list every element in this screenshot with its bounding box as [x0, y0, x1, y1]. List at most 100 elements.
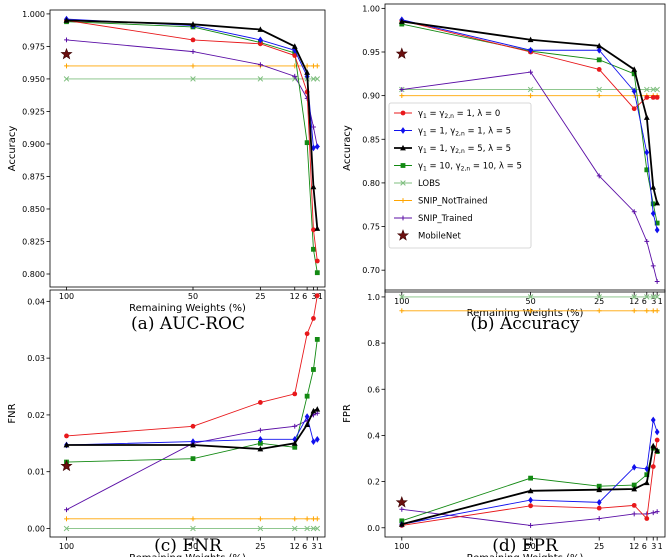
- series-snip_nt: [399, 308, 660, 314]
- data-point-g0: [304, 331, 310, 337]
- data-point-g1_5: [304, 413, 310, 420]
- series-g0: [64, 293, 320, 439]
- data-point-g1_5_5: [631, 66, 638, 72]
- data-point-g10: [650, 201, 656, 207]
- y-tick-label: 0.01: [27, 468, 45, 477]
- data-point-g0: [631, 106, 637, 112]
- y-tick-label: 0.75: [362, 223, 380, 232]
- data-point-lobs: [644, 294, 650, 300]
- data-point-snip_t: [654, 509, 660, 515]
- panel-caption: (c) FNR: [154, 536, 223, 556]
- data-point-snip_nt: [314, 516, 320, 522]
- x-tick-label: 1: [658, 542, 663, 551]
- data-point-g0: [314, 258, 320, 264]
- y-tick-label: 0.00: [27, 524, 45, 533]
- x-tick-label: 6: [302, 292, 307, 301]
- data-point-g1_5_5: [63, 441, 70, 448]
- data-point-g10: [292, 444, 298, 450]
- x-tick-label: 100: [59, 542, 74, 551]
- data-point-g1_5_5: [631, 485, 638, 492]
- series-g1_5_5: [398, 18, 661, 206]
- data-point-g1_5: [596, 46, 602, 54]
- series-line-g10: [401, 447, 658, 522]
- data-point-g1_5_5: [527, 487, 534, 494]
- data-point-g0: [528, 503, 533, 509]
- y-tick-label: 0.80: [362, 179, 380, 188]
- data-point-g1_5: [631, 463, 637, 471]
- x-tick-label: 6: [642, 542, 647, 551]
- x-tick-label: 12: [290, 292, 300, 301]
- legend-entry-g10: γ1 = 10, γ2,n = 10, λ = 5: [394, 162, 522, 173]
- panel-caption: (d) FPR: [492, 536, 559, 556]
- data-point-g10: [596, 57, 602, 63]
- data-point-snip_t: [650, 510, 656, 516]
- data-point-snip_t: [292, 73, 298, 79]
- data-point-g1_5: [528, 46, 533, 54]
- data-point-lobs: [596, 294, 602, 300]
- y-tick-label: 0.8: [367, 339, 380, 348]
- data-point-g0: [650, 464, 656, 469]
- data-point-g1_5_5: [398, 521, 405, 527]
- chart-panel-3: 0.000.010.020.030.04100502512631Remainin…: [7, 289, 326, 557]
- data-point-lobs: [314, 525, 321, 532]
- series-lobs: [63, 76, 321, 82]
- y-tick-label: 0.03: [27, 354, 45, 363]
- data-point-lobs: [291, 76, 298, 82]
- legend-marker: [400, 144, 406, 151]
- data-point-g1_5_5: [643, 114, 650, 120]
- data-point-g1_5: [528, 496, 533, 504]
- x-axis-label: Remaining Weights (%): [129, 303, 246, 314]
- legend-label: SNIP_Trained: [418, 214, 473, 224]
- series-g1_5: [399, 16, 660, 234]
- y-tick-label: 1.00: [362, 4, 380, 13]
- series-snip_t: [64, 37, 320, 149]
- data-point-g1_5_5: [654, 199, 661, 206]
- x-tick-label: 12: [629, 542, 639, 551]
- data-point-g10: [311, 246, 316, 252]
- data-point-g1_5: [654, 226, 660, 234]
- data-point-lobs: [644, 86, 650, 93]
- y-axis-label: Accuracy: [7, 126, 18, 172]
- data-point-g1_5_5: [314, 406, 321, 412]
- data-point-snip_t: [292, 423, 298, 429]
- x-tick-label: 3: [651, 297, 656, 306]
- data-point-snip_t: [64, 507, 69, 513]
- data-point-g1_5: [190, 438, 196, 445]
- data-point-g1_5_5: [304, 421, 311, 427]
- y-tick-label: 0.850: [22, 205, 45, 214]
- data-point-g1_5_5: [650, 442, 657, 449]
- series-g0: [64, 18, 320, 264]
- x-tick-label: 6: [302, 542, 307, 551]
- x-tick-label: 25: [594, 542, 604, 551]
- data-point-snip_t: [631, 511, 637, 517]
- data-point-lobs: [527, 294, 534, 300]
- data-point-lobs: [190, 76, 196, 82]
- data-point-snip_t: [528, 523, 533, 528]
- data-point-lobs: [631, 294, 637, 300]
- data-point-lobs: [650, 86, 656, 93]
- series-snip_nt: [64, 63, 320, 69]
- plot-frame: [384, 3, 666, 293]
- legend-entry-g1_5: γ1 = 1, γ2,n = 1, λ = 5: [394, 127, 511, 138]
- data-point-g1_5_5: [304, 69, 311, 75]
- data-point-snip_nt: [644, 308, 650, 314]
- data-point-g1_5_5: [650, 184, 657, 190]
- x-tick-label: 25: [594, 297, 604, 306]
- y-tick-label: 0.70: [362, 266, 380, 275]
- legend-label: γ1 = γ2,n = 1, λ = 0: [418, 109, 500, 120]
- y-tick-label: 0.02: [27, 411, 45, 420]
- y-tick-label: 0.900: [22, 140, 45, 149]
- legend: γ1 = γ2,n = 1, λ = 0 γ1 = 1, γ2,n = 1, λ …: [388, 102, 532, 249]
- data-point-lobs: [654, 294, 660, 300]
- data-point-g10: [399, 518, 405, 524]
- data-point-g0: [257, 41, 263, 47]
- legend-marker: [400, 163, 406, 168]
- data-point-lobs: [291, 525, 298, 532]
- series-mobilenet: [60, 459, 73, 472]
- plot-frame: [49, 9, 326, 288]
- plot-frame: [49, 289, 326, 538]
- series-line-snip_t: [66, 39, 318, 147]
- legend-marker: [400, 127, 406, 134]
- data-point-g1_5: [644, 149, 650, 156]
- data-point-g1_5_5: [291, 440, 298, 446]
